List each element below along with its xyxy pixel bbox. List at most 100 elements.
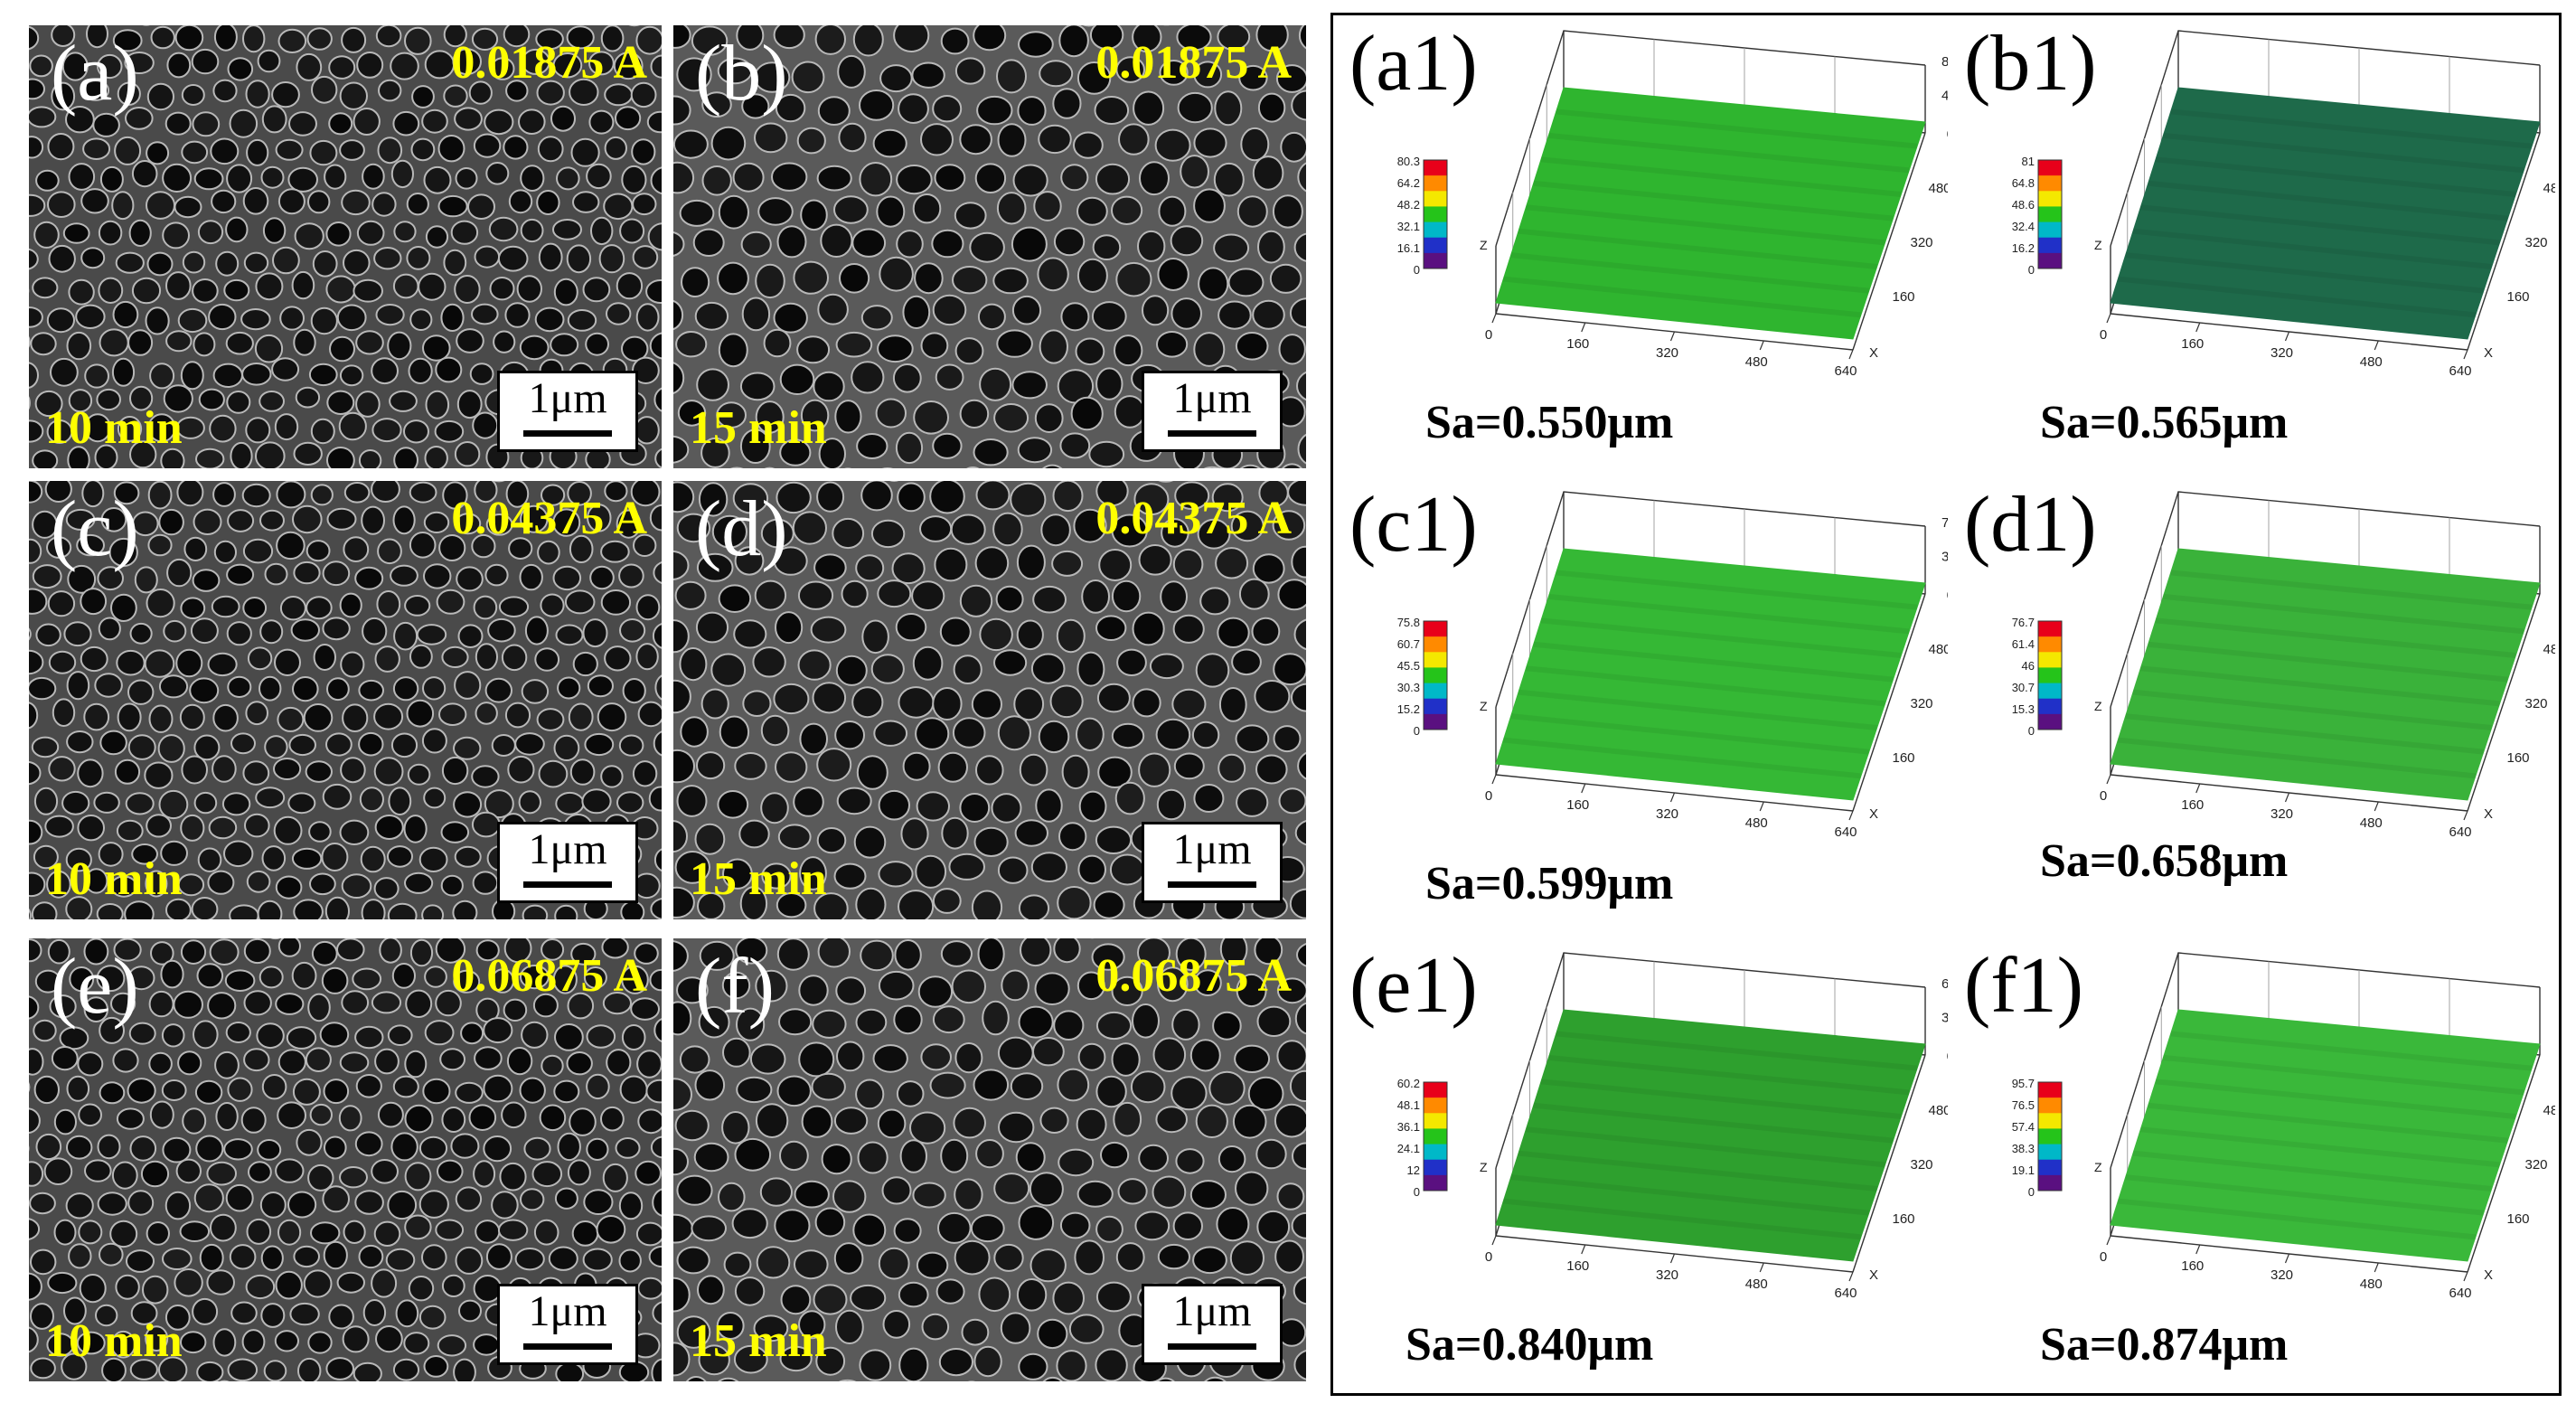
height-surface: [2110, 548, 2541, 801]
surface-shading: [1510, 252, 1870, 294]
surface-plot-svg: 0 160 320 480 640 X 160 320 480 640 61 30.5 Z 60.2 48.…: [1397, 952, 1948, 1301]
sem-panel-a: (a) 0.01875 A 10 min 1μm: [29, 25, 662, 468]
pore-texture: [29, 25, 662, 468]
colorbar-swatch: [1424, 713, 1447, 730]
colorbar-label: 32.4: [2012, 220, 2035, 233]
scale-bar: 1μm: [1142, 1284, 1283, 1365]
scale-bar-text: 1μm: [528, 374, 607, 422]
y-axis-line: [2467, 593, 2541, 812]
scale-bar-text: 1μm: [528, 825, 607, 873]
x-tick: [2374, 340, 2379, 351]
panel-label: (b1): [1964, 20, 2097, 108]
colorbar-swatch: [1424, 1082, 1447, 1098]
sem-panel-f: (f) 0.06875 A 15 min 1μm: [673, 938, 1306, 1381]
scale-bar: 1μm: [497, 371, 638, 452]
y-tick-label: 480: [2543, 181, 2555, 196]
panel-label: (d): [695, 485, 788, 573]
surface-shading: [1526, 204, 1885, 246]
colorbar-label: 81: [2022, 155, 2035, 168]
surface-shading: [2155, 1079, 2516, 1119]
colorbar-label: 60.7: [1397, 637, 1420, 651]
colorbar-swatch: [2038, 175, 2062, 192]
sa-value: Sa=0.658μm: [2040, 835, 2289, 887]
z-axis-label: Z: [1480, 238, 1488, 252]
x-tick: [2195, 783, 2201, 794]
colorbar-swatch: [2038, 1097, 2062, 1114]
x-tick: [1848, 810, 1854, 821]
colorbar-label: 75.8: [1397, 616, 1420, 629]
height-surface: [1495, 87, 1926, 340]
x-tick-label: 320: [2270, 1267, 2293, 1283]
height-surface: [1495, 548, 1926, 801]
colorbar-label: 32.1: [1397, 220, 1420, 233]
sem-panel-c: (c) 0.04375 A 10 min 1μm: [29, 481, 662, 919]
x-tick: [1669, 1253, 1676, 1264]
panel-label: (a): [51, 30, 139, 118]
sem-panel-e: (e) 0.06875 A 10 min 1μm: [29, 938, 662, 1381]
x-tick: [2284, 331, 2290, 342]
colorbar-label: 46: [2022, 659, 2035, 673]
colorbar-label: 24.1: [1397, 1142, 1420, 1155]
x-tick-label: 0: [2100, 327, 2107, 343]
x-tick: [1848, 1271, 1854, 1282]
y-axis-line: [2467, 132, 2541, 351]
y-axis-line: [2467, 1054, 2541, 1273]
surface-shading: [1540, 1079, 1902, 1119]
colorbar-label: 15.3: [2012, 702, 2035, 716]
y-tick-label: 480: [1928, 1103, 1948, 1118]
colorbar-swatch: [2038, 667, 2062, 684]
colorbar-label: 48.1: [1397, 1098, 1420, 1112]
z-tick-label: 38: [1941, 550, 1948, 565]
x-tick: [1669, 331, 1676, 342]
colorbar-label: 38.3: [2012, 1142, 2035, 1155]
surface-shading: [2125, 1174, 2485, 1216]
colorbar-swatch: [2038, 1113, 2062, 1129]
x-tick-label: 640: [1834, 363, 1857, 379]
x-tick: [1581, 322, 1586, 333]
current-label: 0.04375 A: [451, 493, 647, 544]
x-tick: [2106, 313, 2111, 324]
y-tick-label: 480: [2543, 1103, 2555, 1118]
surface-shading: [1510, 1174, 1870, 1216]
x-axis-label: X: [1869, 1267, 1878, 1283]
colorbar-swatch: [1424, 621, 1447, 637]
colorbar-label: 80.3: [1397, 155, 1420, 168]
surface-plot-d1: 0160320480640X1603204806407738.5Z76.761.…: [1957, 485, 2555, 910]
x-tick: [1759, 340, 1764, 351]
surface-plot-svg: 0160320480640X1603204806407738.5Z76.761.…: [2012, 491, 2555, 840]
surface-shading: [2170, 570, 2533, 610]
colorbar-label: 0: [1414, 724, 1420, 738]
y-tick-label: 480: [1928, 642, 1948, 657]
y-tick-label: 640: [1946, 588, 1948, 603]
sem-panel-d: (d) 0.04375 A 15 min 1μm: [673, 481, 1306, 919]
surface-plot-svg: 0160320480640X1603204806409648Z95.776.55…: [2012, 952, 2555, 1301]
colorbar-frame: [1423, 620, 1448, 730]
colorbar-swatch: [1424, 1159, 1447, 1176]
colorbar-swatch: [1424, 636, 1447, 653]
surface-shading: [2132, 228, 2492, 269]
x-axis-label: X: [2484, 806, 2493, 822]
surface-shading: [2118, 276, 2477, 318]
colorbar-label: 45.5: [1397, 659, 1420, 673]
y-axis-line: [1852, 1054, 1926, 1273]
y-tick-label: 160: [2506, 750, 2529, 766]
panel-label: (e1): [1349, 942, 1478, 1030]
current-label: 0.04375 A: [1095, 493, 1292, 544]
surface-shading: [2125, 252, 2485, 294]
colorbar-label: 76.7: [2012, 616, 2035, 629]
x-tick-label: 480: [2360, 815, 2383, 831]
surface-plot-a1: 0 160 320 480 640 X 160 320 480 640 81 40.5 Z 80.3 64.…: [1342, 24, 1948, 449]
scale-bar: 1μm: [497, 822, 638, 903]
colorbar-swatch: [2038, 1128, 2062, 1145]
colorbar-swatch: [2038, 1144, 2062, 1161]
surface-shading: [2163, 593, 2524, 635]
colorbar-label: 12: [1407, 1163, 1420, 1177]
scale-bar-line: [1168, 881, 1256, 888]
x-tick-label: 480: [2360, 1276, 2383, 1292]
colorbar-swatch: [2038, 221, 2062, 239]
surface-plots-frame: 0 160 320 480 640 X 160 320 480 640 81 40.5 Z 80.3 64.…: [1330, 13, 2562, 1396]
scale-bar-text: 1μm: [1172, 374, 1252, 422]
colorbar-swatch: [1424, 160, 1447, 176]
colorbar-swatch: [2038, 698, 2062, 715]
surface-shading: [1533, 1102, 1894, 1144]
